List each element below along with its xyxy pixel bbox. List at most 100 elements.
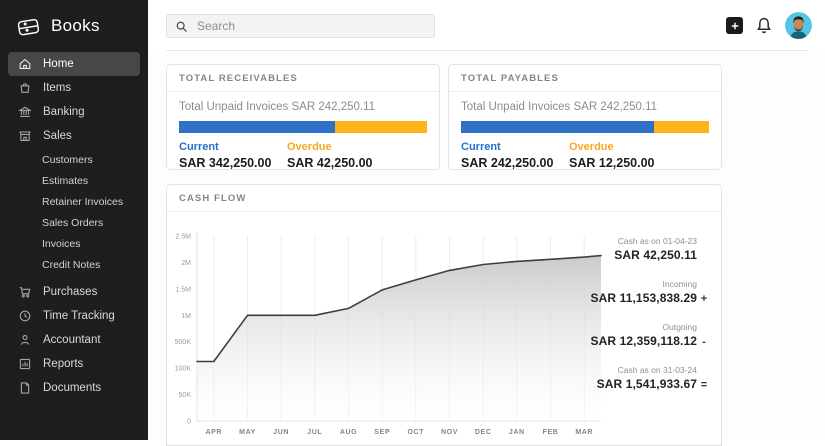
current-label: Current: [461, 141, 501, 153]
svg-text:JUL: JUL: [307, 429, 322, 436]
stat-outgoing: Outgoing SAR 12,359,118.12-: [591, 322, 711, 348]
sidebar-item-label: Banking: [43, 106, 85, 118]
bell-icon: [757, 17, 771, 34]
dashboard-content: TOTAL RECEIVABLES Total Unpaid Invoices …: [148, 51, 825, 446]
bar-overdue-segment: [654, 121, 709, 133]
svg-text:SEP: SEP: [374, 429, 390, 436]
stat-label: Incoming: [662, 279, 698, 289]
svg-text:2M: 2M: [181, 260, 191, 267]
accountant-icon: [18, 333, 32, 347]
sales-icon: [18, 129, 32, 143]
svg-text:JAN: JAN: [509, 429, 525, 436]
stat-incoming: Incoming SAR 11,153,838.29 +: [591, 279, 711, 305]
sidebar-item-documents[interactable]: Documents: [8, 376, 140, 400]
bar-overdue-segment: [335, 121, 427, 133]
svg-text:1M: 1M: [181, 313, 191, 320]
svg-text:DEC: DEC: [475, 429, 492, 436]
stat-operator: =: [700, 379, 708, 391]
user-avatar-image: [785, 12, 812, 39]
cash-flow-chart: 0 50K 100K 500K 1M 1.5M 2M 2.5M APR MAY JUN JUL AUG S…: [175, 232, 602, 436]
sidebar-item-credit-notes[interactable]: Credit Notes: [42, 259, 101, 271]
svg-text:0: 0: [187, 419, 191, 426]
current-amount: SAR 342,250.00: [179, 156, 272, 170]
stat-operator: -: [702, 336, 706, 348]
items-icon: [18, 81, 32, 95]
unpaid-invoices-summary: Total Unpaid Invoices SAR 242,250.11: [179, 101, 376, 113]
sidebar-item-retainer-invoices[interactable]: Retainer Invoices: [42, 196, 124, 208]
sidebar-item-home[interactable]: Home: [8, 52, 140, 76]
svg-text:NOV: NOV: [441, 429, 458, 436]
home-icon: [18, 57, 32, 71]
sidebar-item-label: Accountant: [43, 334, 101, 346]
app-logo[interactable]: Books: [0, 0, 148, 52]
stat-value: SAR 11,153,838.29: [590, 291, 697, 305]
overdue-label: Overdue: [287, 141, 332, 153]
summary-cards-row: TOTAL RECEIVABLES Total Unpaid Invoices …: [166, 64, 722, 170]
unpaid-invoices-summary: Total Unpaid Invoices SAR 242,250.11: [461, 101, 658, 113]
card-title: TOTAL RECEIVABLES: [167, 65, 439, 92]
topbar-divider: [166, 50, 809, 51]
plus-icon: [731, 22, 738, 29]
sidebar-item-reports[interactable]: Reports: [8, 352, 140, 376]
overdue-label: Overdue: [569, 141, 614, 153]
sidebar-item-label: Purchases: [43, 286, 98, 298]
total-receivables-card: TOTAL RECEIVABLES Total Unpaid Invoices …: [166, 64, 440, 170]
svg-text:APR: APR: [206, 429, 223, 436]
topbar-actions: [726, 12, 812, 39]
svg-text:100K: 100K: [175, 366, 192, 373]
sidebar-item-time-tracking[interactable]: Time Tracking: [8, 304, 140, 328]
stat-label: Outgoing: [662, 322, 698, 332]
svg-text:500K: 500K: [175, 339, 192, 346]
bar-current-segment: [179, 121, 336, 133]
overdue-amount: SAR 42,250.00: [287, 156, 373, 170]
stat-cash-as-on-31-03-24: Cash as on 31-03-24 SAR 1,541,933.67 =: [591, 365, 711, 391]
svg-text:50K: 50K: [179, 392, 192, 399]
receivables-bar: [179, 121, 427, 133]
user-avatar[interactable]: [785, 12, 812, 39]
cash-flow-stats: Cash as on 01-04-23 SAR 42,250.11 Incoming…: [591, 236, 711, 408]
svg-text:MAY: MAY: [239, 429, 256, 436]
reports-icon: [18, 357, 32, 371]
current-amount: SAR 242,250.00: [461, 156, 554, 170]
sidebar-item-label: Home: [43, 58, 74, 70]
sidebar-nav: Home Items Banking Sales Customers Estimates R…: [0, 52, 148, 400]
sidebar-item-label: Time Tracking: [43, 310, 115, 322]
sidebar-item-purchases[interactable]: Purchases: [8, 280, 140, 304]
sidebar-sublist-sales: Customers Estimates Retainer Invoices Sales…: [0, 148, 148, 280]
stat-value: SAR 1,541,933.67: [596, 377, 697, 391]
svg-text:JUN: JUN: [273, 429, 289, 436]
svg-text:AUG: AUG: [340, 429, 357, 436]
svg-text:1.5M: 1.5M: [175, 286, 191, 293]
quick-add-button[interactable]: [726, 17, 743, 34]
svg-text:FEB: FEB: [543, 429, 559, 436]
payables-bar: [461, 121, 709, 133]
app-title: Books: [51, 16, 100, 35]
sidebar-item-invoices[interactable]: Invoices: [42, 238, 81, 250]
stat-label: Cash as on 01-04-23: [617, 236, 697, 246]
sidebar-item-banking[interactable]: Banking: [8, 100, 140, 124]
sidebar: Books Home Items Banking Sales Customers Esti…: [0, 0, 148, 440]
cash-flow-card: CASH FLOW 0 50K 100K 500K 1M 1.5M 2M 2.5M APR MAY…: [166, 184, 722, 446]
notifications-button[interactable]: [755, 16, 773, 35]
sidebar-item-label: Sales: [43, 130, 72, 142]
current-label: Current: [179, 141, 219, 153]
sidebar-item-customers[interactable]: Customers: [42, 154, 93, 166]
sidebar-item-estimates[interactable]: Estimates: [42, 175, 89, 187]
sidebar-item-label: Reports: [43, 358, 84, 370]
svg-text:OCT: OCT: [408, 429, 425, 436]
main-area: TOTAL RECEIVABLES Total Unpaid Invoices …: [148, 0, 825, 446]
bar-current-segment: [461, 121, 655, 133]
purchases-icon: [18, 285, 32, 299]
stat-cash-as-on-01-04-23: Cash as on 01-04-23 SAR 42,250.11: [591, 236, 711, 262]
search-box[interactable]: [166, 14, 435, 38]
total-payables-card: TOTAL PAYABLES Total Unpaid Invoices SAR…: [448, 64, 722, 170]
sidebar-item-label: Items: [43, 82, 72, 94]
sidebar-item-sales-orders[interactable]: Sales Orders: [42, 217, 104, 229]
card-title: TOTAL PAYABLES: [449, 65, 721, 92]
search-input[interactable]: [195, 18, 426, 34]
sidebar-item-items[interactable]: Items: [8, 76, 140, 100]
svg-text:MAR: MAR: [575, 429, 593, 436]
sidebar-item-accountant[interactable]: Accountant: [8, 328, 140, 352]
sidebar-item-sales[interactable]: Sales: [8, 124, 140, 148]
